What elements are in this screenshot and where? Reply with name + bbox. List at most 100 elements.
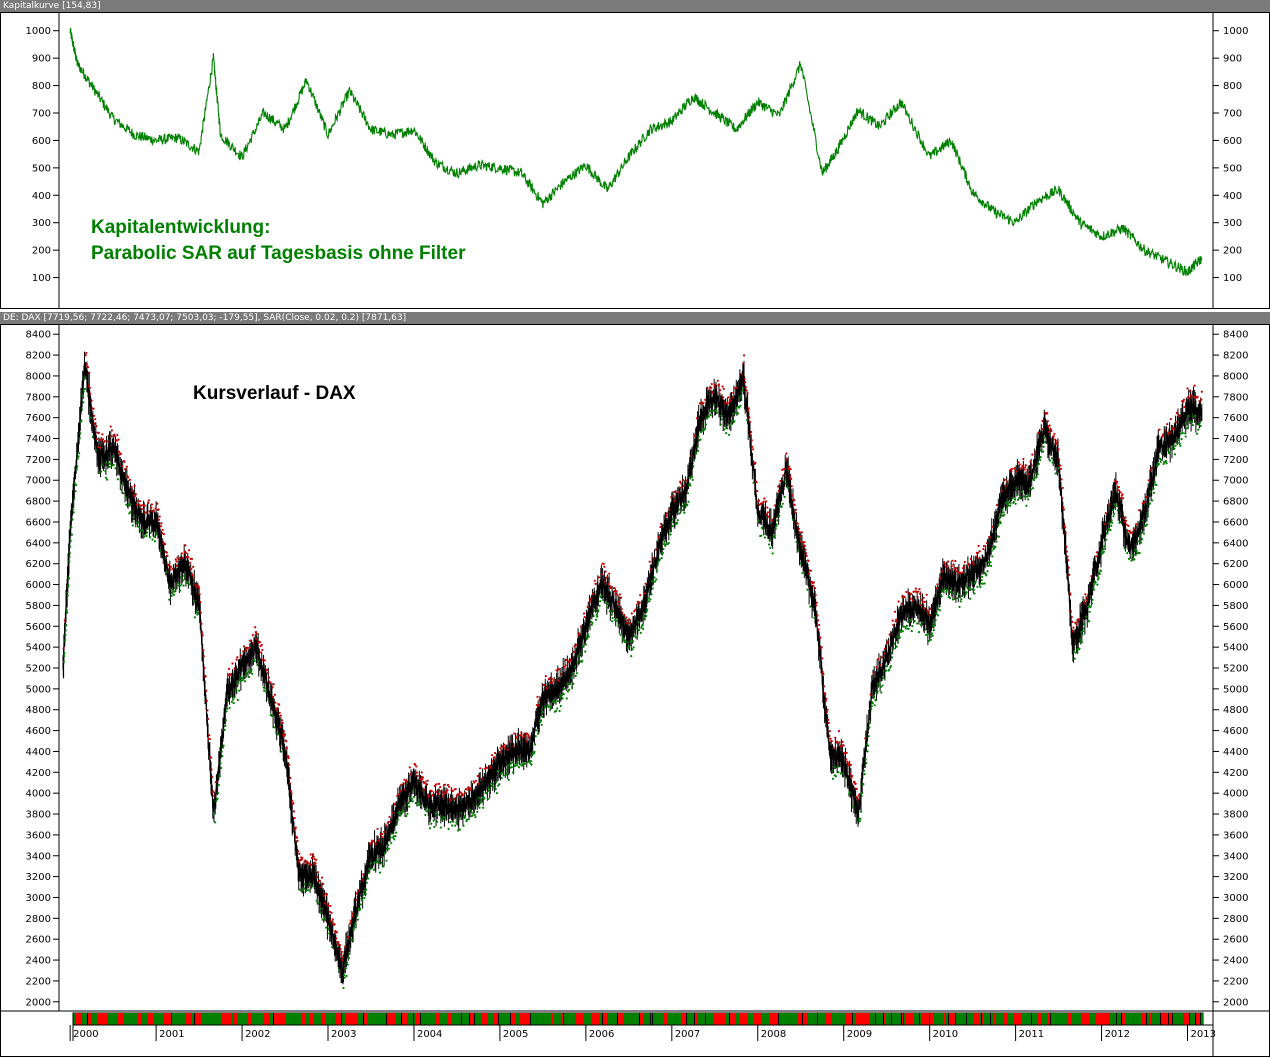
sar-dot xyxy=(1037,462,1040,466)
sar-dot xyxy=(514,763,517,766)
year-tick-label: 2007 xyxy=(675,1029,700,1040)
sar-dot xyxy=(888,633,891,636)
sar-dot xyxy=(219,762,222,765)
sar-dot xyxy=(663,540,666,543)
sar-dot xyxy=(1169,418,1172,421)
sar-dot xyxy=(568,688,571,691)
sar-dot xyxy=(452,797,456,801)
sar-dot xyxy=(95,425,98,428)
sar-dot xyxy=(365,881,368,884)
signal-separator xyxy=(461,1013,462,1025)
sar-dot xyxy=(1138,509,1141,512)
sar-dot xyxy=(478,806,481,809)
sar-dot xyxy=(689,484,692,487)
year-tick-label: 2009 xyxy=(847,1029,872,1040)
sar-dot xyxy=(667,541,670,545)
sar-dot xyxy=(918,588,921,591)
sar-dot xyxy=(624,640,627,644)
sar-dot xyxy=(70,526,73,529)
sar-dot xyxy=(272,683,275,686)
sar-dot xyxy=(477,782,480,785)
price-bars xyxy=(62,351,1203,985)
signal-segment xyxy=(564,1013,569,1025)
sar-dot xyxy=(85,351,88,355)
sar-dot xyxy=(708,388,711,391)
sar-dot xyxy=(978,557,981,560)
signal-segment xyxy=(1048,1013,1051,1025)
sar-dot xyxy=(995,540,998,543)
sar-dot xyxy=(68,552,71,555)
sar-dot xyxy=(1007,504,1010,507)
sar-dot xyxy=(82,390,85,393)
sar-dot xyxy=(831,777,835,780)
sar-dot xyxy=(226,700,229,703)
sar-dot xyxy=(1191,424,1194,427)
sar-dot xyxy=(1178,442,1181,445)
sar-dot xyxy=(70,533,74,536)
price-y-tick-right: 3000 xyxy=(1223,893,1248,904)
sar-dot xyxy=(849,763,852,766)
sar-dot xyxy=(709,414,712,417)
signal-segment xyxy=(274,1013,278,1025)
sar-dot xyxy=(864,758,867,761)
sar-dot xyxy=(220,766,223,770)
sar-dot xyxy=(813,616,816,619)
price-y-tick-right: 4400 xyxy=(1223,747,1248,758)
signal-segment xyxy=(124,1013,126,1025)
sar-dot xyxy=(541,710,544,714)
sar-dot xyxy=(125,503,128,506)
sar-dot xyxy=(266,668,269,671)
sar-dot xyxy=(520,731,523,734)
sar-dot xyxy=(454,787,457,791)
sar-dot xyxy=(722,396,725,399)
sar-dot xyxy=(712,409,715,412)
sar-dot xyxy=(501,745,504,748)
sar-dot xyxy=(1196,395,1199,399)
signal-segment xyxy=(552,1013,554,1025)
sar-dot xyxy=(437,782,441,785)
signal-segment xyxy=(291,1013,296,1025)
sar-dot xyxy=(1111,508,1115,511)
signal-segment xyxy=(1021,1013,1029,1025)
sar-dot xyxy=(408,805,411,808)
sar-dot xyxy=(208,734,211,737)
sar-dot xyxy=(981,575,984,578)
sar-dot xyxy=(1155,483,1158,487)
sar-dot xyxy=(534,743,537,746)
sar-dot xyxy=(932,629,935,632)
sar-dot xyxy=(744,386,747,389)
sar-dot xyxy=(1145,495,1148,499)
signal-segment xyxy=(1017,1013,1021,1025)
price-y-tick-right: 7600 xyxy=(1223,413,1248,424)
signal-segment xyxy=(949,1013,956,1025)
price-y-tick-left: 5200 xyxy=(26,664,51,675)
sar-dot xyxy=(842,772,845,775)
sar-dot xyxy=(380,835,383,839)
sar-dot xyxy=(693,434,697,437)
sar-dot xyxy=(100,470,103,473)
sar-dot xyxy=(768,543,771,546)
price-pane[interactable]: 2000 2200 2400 2600 2800 3000 3200 3400 3600 3800… xyxy=(0,324,1270,1057)
sar-dot xyxy=(129,510,132,514)
sar-dot xyxy=(602,599,605,602)
sar-dot xyxy=(1181,431,1184,435)
sar-dot xyxy=(1200,398,1203,401)
sar-dot xyxy=(98,471,101,475)
sar-dot xyxy=(559,695,562,698)
equity-pane[interactable]: 100 200 300 400 500 600 700 800 900 1000 100 200 30… xyxy=(0,12,1270,309)
sar-dot xyxy=(1190,395,1193,398)
sar-dot xyxy=(634,636,638,639)
signal-separator xyxy=(617,1013,618,1025)
sar-dot xyxy=(784,482,787,485)
signal-segment xyxy=(1201,1013,1203,1025)
sar-dot xyxy=(682,484,685,487)
sar-dot xyxy=(66,594,69,597)
signal-separator xyxy=(1189,1013,1190,1025)
signal-segment xyxy=(269,1013,274,1025)
sar-dot xyxy=(362,873,365,876)
sar-dot xyxy=(978,550,981,553)
sar-dot xyxy=(575,643,578,647)
signal-segment xyxy=(313,1013,316,1025)
signal-segment xyxy=(301,1013,305,1025)
sar-dot xyxy=(585,635,588,638)
